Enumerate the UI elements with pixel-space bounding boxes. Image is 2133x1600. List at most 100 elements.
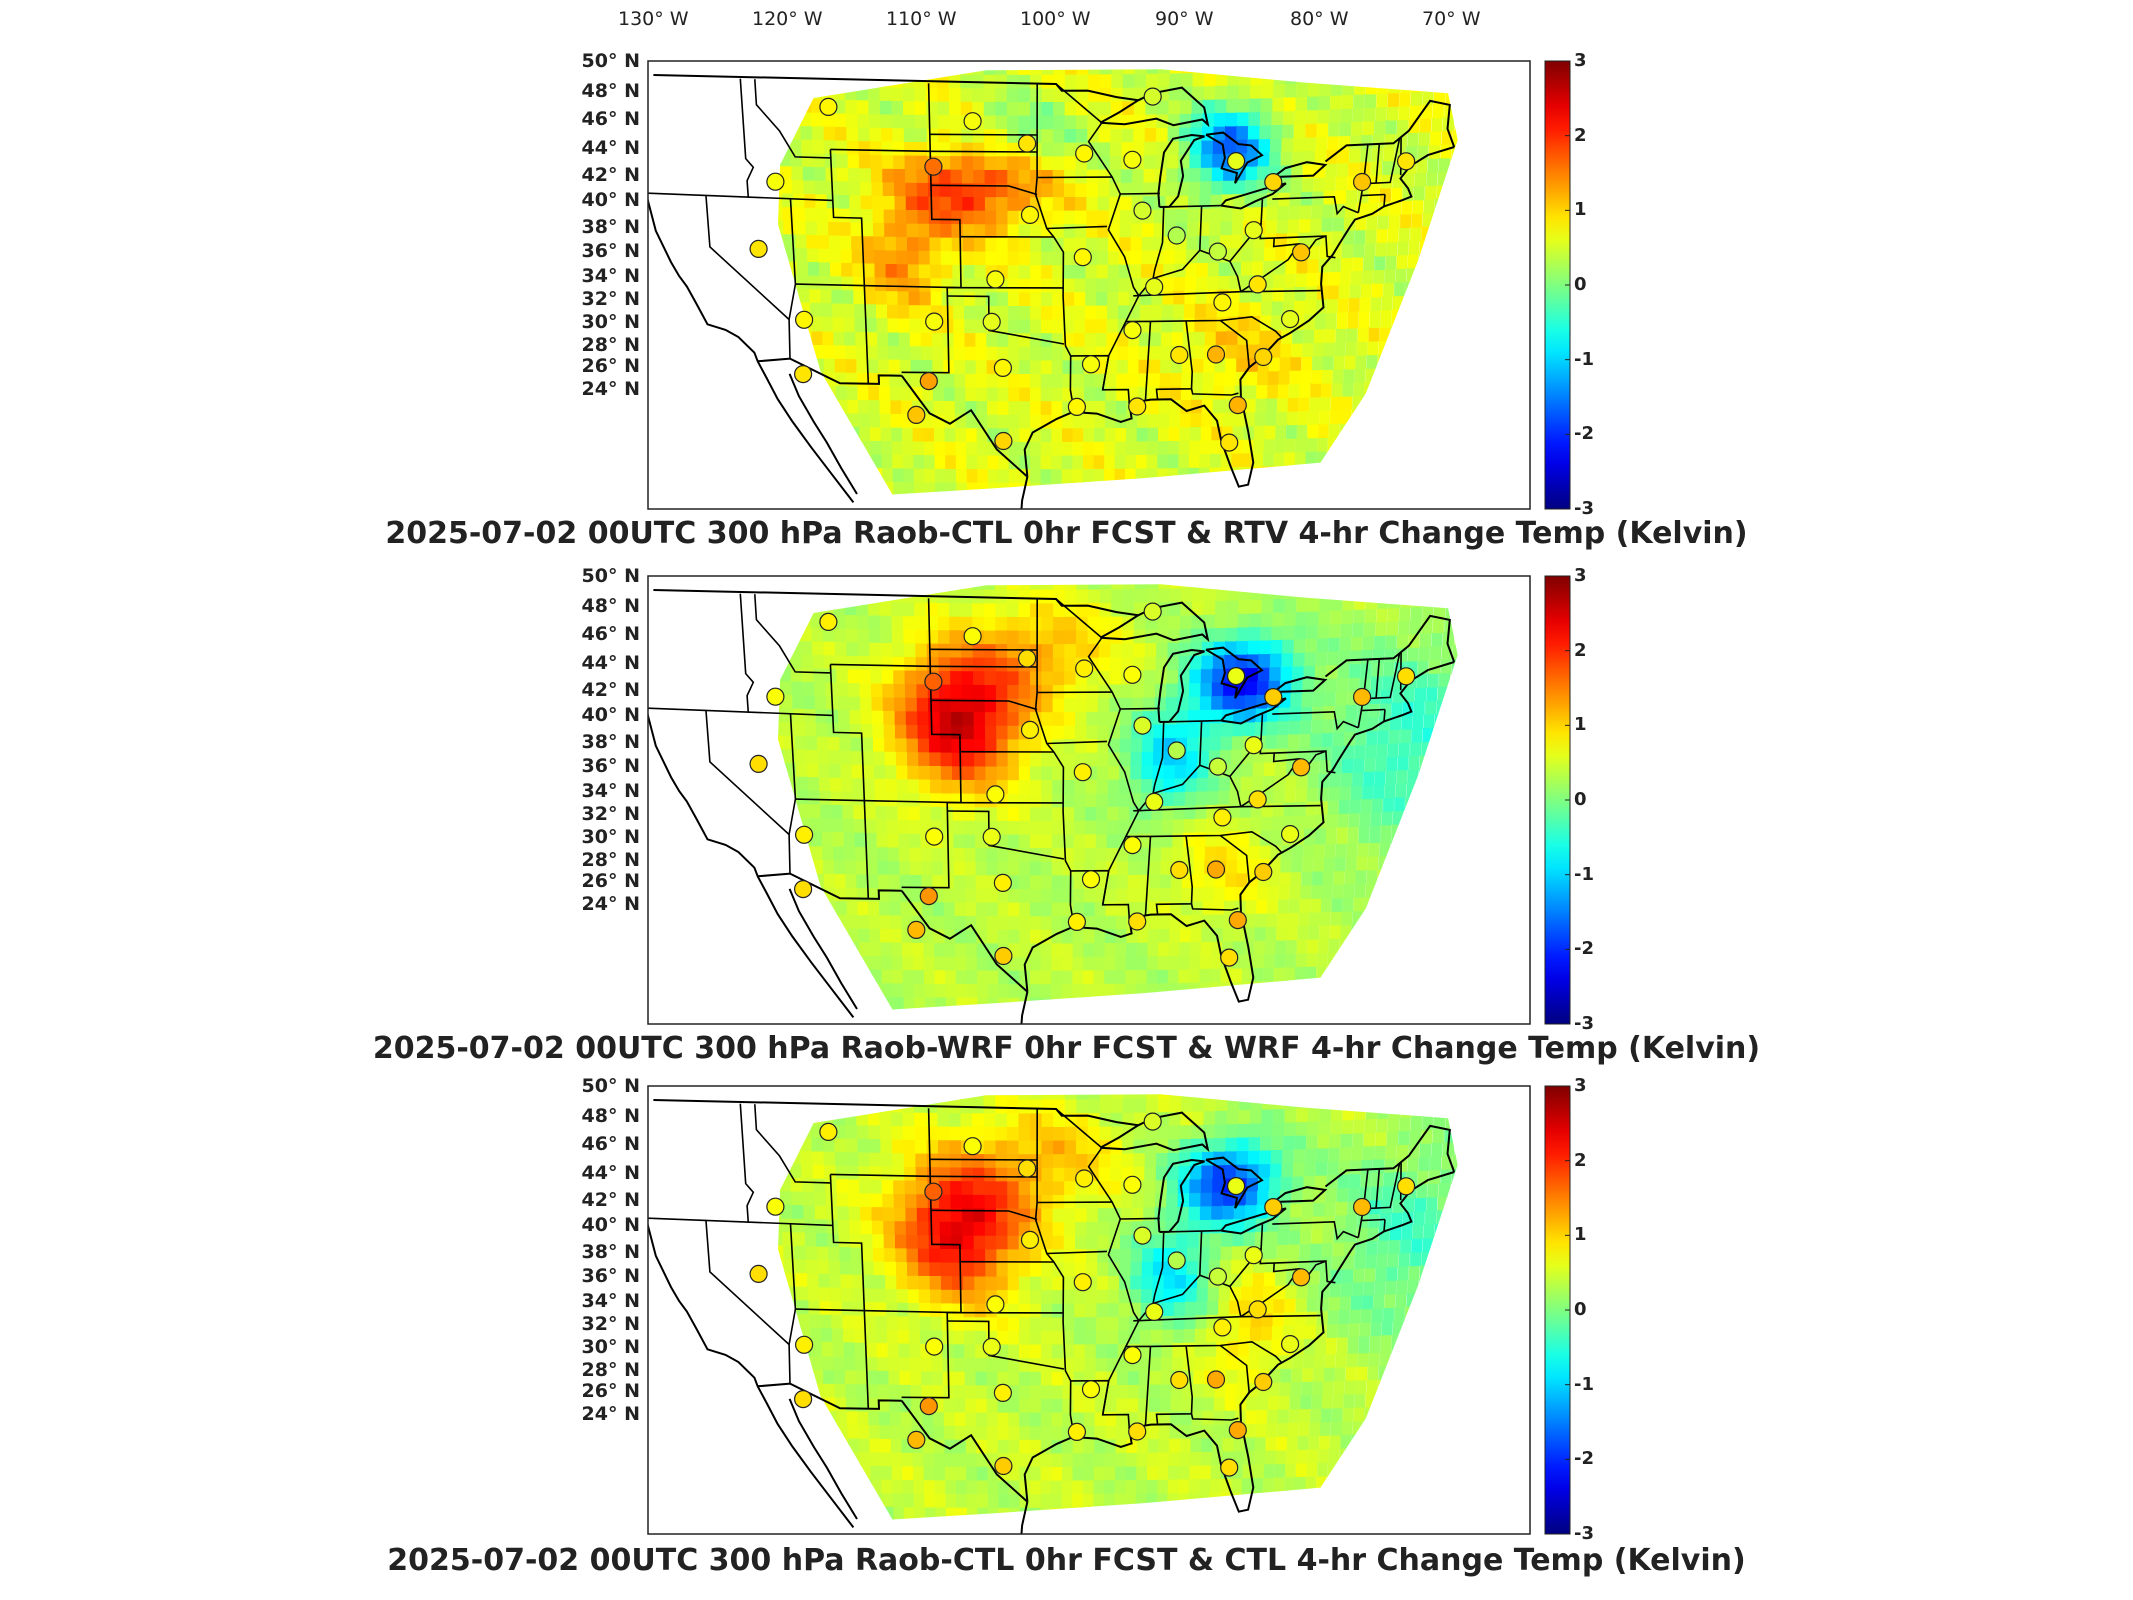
field-cell bbox=[1319, 244, 1331, 259]
field-cell bbox=[1030, 860, 1042, 876]
field-cell bbox=[823, 872, 837, 888]
colorbar-tick-label: 1 bbox=[1574, 199, 1587, 221]
field-cell bbox=[1291, 342, 1303, 358]
field-cell bbox=[778, 259, 788, 275]
field-cell bbox=[1387, 607, 1400, 622]
field-cell bbox=[868, 112, 882, 128]
field-cell bbox=[1019, 833, 1031, 849]
field-cell bbox=[1467, 324, 1477, 338]
field-cell bbox=[1408, 118, 1420, 133]
field-cell bbox=[1451, 473, 1458, 488]
field-cell bbox=[1333, 355, 1345, 370]
field-cell bbox=[801, 653, 815, 669]
field-cell bbox=[1158, 69, 1171, 74]
field-cell bbox=[1200, 668, 1213, 683]
field-cell bbox=[1041, 779, 1054, 794]
field-cell bbox=[1111, 69, 1124, 75]
field-cell bbox=[1030, 602, 1043, 617]
field-cell bbox=[952, 277, 965, 293]
field-cell bbox=[812, 138, 826, 154]
field-cell bbox=[1053, 616, 1066, 631]
field-cell bbox=[1445, 324, 1456, 339]
field-cell bbox=[892, 453, 905, 469]
field-cell bbox=[762, 56, 776, 71]
field-cell bbox=[1401, 584, 1414, 595]
field-cell bbox=[950, 697, 964, 712]
field-cell bbox=[1394, 282, 1405, 297]
field-cell bbox=[948, 46, 961, 61]
field-cell bbox=[1277, 898, 1289, 914]
field-cell bbox=[861, 995, 874, 1010]
field-cell bbox=[1008, 915, 1021, 930]
field-cell bbox=[1296, 259, 1308, 274]
field-cell bbox=[1336, 162, 1348, 177]
field-cell bbox=[1195, 804, 1207, 819]
field-cell bbox=[1161, 331, 1173, 346]
field-cell bbox=[1395, 909, 1406, 924]
colorbar-tick-label: 3 bbox=[1574, 50, 1587, 71]
field-cell bbox=[1149, 358, 1161, 374]
field-cell bbox=[1400, 963, 1412, 978]
field-cell bbox=[908, 805, 921, 821]
field-cell bbox=[778, 465, 789, 481]
field-cell bbox=[1488, 738, 1499, 752]
field-cell bbox=[854, 302, 867, 318]
field-cell bbox=[787, 1490, 800, 1506]
field-cell bbox=[1469, 604, 1480, 618]
field-cell bbox=[1302, 857, 1314, 872]
field-cell bbox=[1041, 291, 1053, 306]
field-cell bbox=[974, 779, 987, 794]
field-cell bbox=[1093, 454, 1105, 469]
field-cell bbox=[1040, 874, 1053, 889]
field-cell bbox=[910, 873, 923, 889]
state-border bbox=[1219, 319, 1250, 368]
field-cell bbox=[1302, 491, 1314, 495]
field-cell bbox=[1084, 860, 1097, 876]
field-cell bbox=[1181, 887, 1193, 902]
field-cell bbox=[750, 55, 764, 70]
field-cell bbox=[1486, 657, 1497, 671]
field-cell bbox=[1077, 562, 1090, 577]
field-cell bbox=[1247, 343, 1259, 359]
field-cell bbox=[778, 83, 789, 99]
field-cell bbox=[894, 710, 908, 725]
field-cell bbox=[1313, 692, 1325, 707]
field-cell bbox=[1477, 738, 1488, 752]
field-cell bbox=[858, 126, 871, 142]
field-cell bbox=[858, 913, 871, 929]
field-cell bbox=[835, 640, 849, 656]
field-cell bbox=[833, 613, 847, 629]
field-cell bbox=[1124, 996, 1136, 1010]
field-cell bbox=[882, 682, 896, 698]
coastline bbox=[1020, 991, 1029, 1024]
field-cell bbox=[831, 69, 846, 73]
field-cell bbox=[1332, 584, 1344, 598]
field-cell bbox=[1074, 738, 1087, 753]
field-cell bbox=[1076, 69, 1090, 75]
field-cell bbox=[753, 788, 766, 803]
field-cell bbox=[950, 182, 964, 197]
field-cell bbox=[1097, 236, 1109, 252]
field-cell bbox=[816, 206, 830, 222]
field-cell bbox=[1477, 223, 1488, 237]
field-cell bbox=[796, 967, 810, 982]
field-cell bbox=[1386, 756, 1398, 771]
field-cell bbox=[1260, 612, 1273, 627]
field-cell bbox=[1106, 833, 1119, 848]
field-cell bbox=[1278, 370, 1290, 385]
field-cell bbox=[1343, 368, 1355, 383]
field-cell bbox=[1018, 155, 1031, 170]
field-cell bbox=[1201, 398, 1213, 414]
field-cell bbox=[778, 1449, 787, 1465]
field-cell bbox=[1368, 842, 1380, 857]
field-cell bbox=[1166, 494, 1178, 495]
field-cell bbox=[1286, 584, 1299, 586]
field-cell bbox=[1018, 602, 1031, 617]
field-cell bbox=[1178, 968, 1190, 984]
field-cell bbox=[1282, 993, 1294, 1009]
field-cell bbox=[919, 290, 933, 306]
field-cell bbox=[943, 887, 956, 903]
field-cell bbox=[1188, 709, 1200, 724]
field-cell bbox=[1136, 426, 1148, 442]
field-cell bbox=[1131, 195, 1144, 210]
